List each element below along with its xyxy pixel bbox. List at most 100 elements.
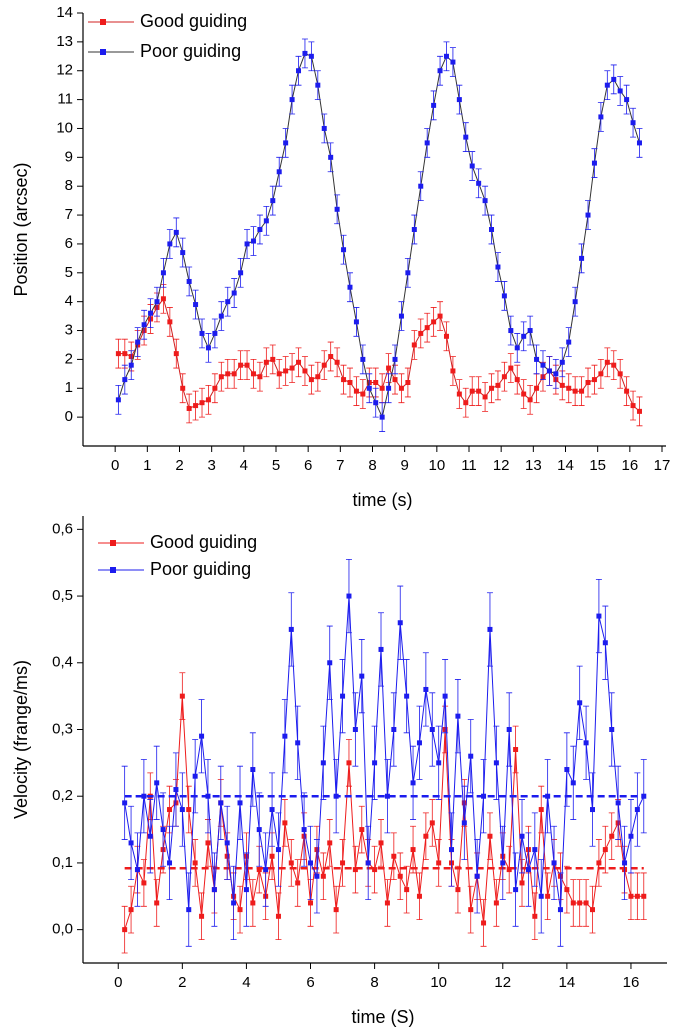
- point: [237, 800, 243, 806]
- point: [557, 907, 563, 913]
- point: [341, 377, 347, 383]
- point: [521, 333, 527, 339]
- x-tick-label: 17: [654, 457, 671, 474]
- point: [224, 840, 230, 846]
- point: [641, 793, 647, 799]
- point: [609, 833, 615, 839]
- point: [398, 385, 404, 391]
- y-tick-label: 12: [56, 62, 73, 79]
- point: [609, 726, 615, 732]
- point: [386, 385, 392, 391]
- x-axis-title: time (s): [353, 490, 413, 510]
- point: [546, 368, 552, 374]
- point: [296, 68, 302, 74]
- point: [450, 368, 456, 374]
- point: [275, 913, 281, 919]
- point: [532, 847, 538, 853]
- y-tick-label: 9: [65, 148, 73, 165]
- point: [289, 365, 295, 371]
- point: [590, 807, 596, 813]
- point: [624, 388, 630, 394]
- y-tick-label: 0,3: [52, 720, 73, 737]
- y-tick-label: 5: [65, 264, 73, 281]
- legend-marker: [110, 567, 116, 573]
- point: [186, 807, 192, 813]
- point: [636, 140, 642, 146]
- point: [211, 887, 217, 893]
- point: [328, 354, 334, 360]
- point: [534, 385, 540, 391]
- point: [598, 114, 604, 120]
- point: [122, 377, 128, 383]
- point: [501, 374, 507, 380]
- legend-label: Good guiding: [140, 11, 247, 31]
- point: [295, 880, 301, 886]
- point: [437, 313, 443, 319]
- point: [617, 371, 623, 377]
- x-tick-label: 11: [461, 457, 477, 474]
- point: [128, 362, 134, 368]
- point: [308, 53, 314, 59]
- point: [315, 374, 321, 380]
- point: [443, 53, 449, 59]
- point: [418, 183, 424, 189]
- y-tick-label: 1: [65, 379, 73, 396]
- point: [347, 379, 353, 385]
- x-tick-label: 13: [525, 457, 542, 474]
- point: [379, 414, 385, 420]
- point: [288, 626, 294, 632]
- y-tick-label: 7: [65, 206, 73, 223]
- point: [398, 313, 404, 319]
- point: [296, 359, 302, 365]
- y-tick-label: 0,0: [52, 921, 73, 938]
- point: [534, 356, 540, 362]
- point: [615, 800, 621, 806]
- point: [404, 887, 410, 893]
- y-tick-label: 10: [56, 119, 73, 136]
- point: [205, 793, 211, 799]
- point: [577, 700, 583, 706]
- point: [333, 793, 339, 799]
- point: [508, 365, 514, 371]
- point: [154, 299, 160, 305]
- point: [360, 356, 366, 362]
- point: [283, 368, 289, 374]
- point: [205, 345, 211, 351]
- point: [570, 900, 576, 906]
- point: [442, 693, 448, 699]
- point: [455, 887, 461, 893]
- x-tick-label: 14: [559, 974, 576, 991]
- point: [218, 313, 224, 319]
- y-tick-label: 0,6: [52, 520, 73, 537]
- point: [463, 400, 469, 406]
- point: [173, 351, 179, 357]
- point: [372, 867, 378, 873]
- point: [225, 371, 231, 377]
- point: [519, 833, 525, 839]
- point: [468, 907, 474, 913]
- point: [622, 860, 628, 866]
- y-tick-label: 0,5: [52, 587, 73, 604]
- point: [167, 807, 173, 813]
- point: [404, 693, 410, 699]
- point: [186, 278, 192, 284]
- point: [173, 229, 179, 235]
- point: [295, 740, 301, 746]
- point: [186, 405, 192, 411]
- point: [193, 403, 199, 409]
- point: [192, 773, 198, 779]
- point: [160, 270, 166, 276]
- point: [238, 270, 244, 276]
- y-tick-label: 0,1: [52, 854, 73, 871]
- legend-label: Poor guiding: [140, 41, 241, 61]
- point: [487, 626, 493, 632]
- point: [493, 900, 499, 906]
- x-axis-title: time (S): [352, 1007, 415, 1027]
- y-tick-label: 8: [65, 177, 73, 194]
- point: [302, 50, 308, 56]
- point: [302, 368, 308, 374]
- point: [461, 820, 467, 826]
- point: [193, 302, 199, 308]
- point: [545, 893, 551, 899]
- x-tick-label: 2: [175, 457, 183, 474]
